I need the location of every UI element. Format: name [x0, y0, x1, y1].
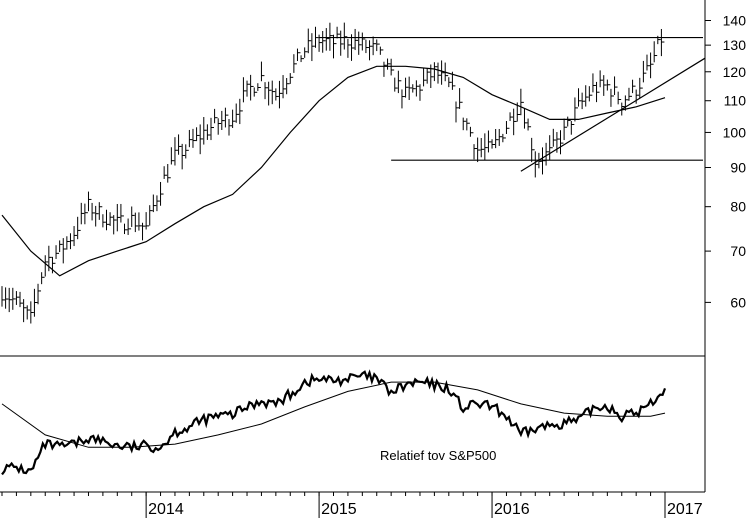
- relative-strength-annotation: Relatief tov S&P500: [380, 448, 496, 463]
- y-tick-label: 70: [730, 243, 746, 259]
- y-tick-label: 60: [730, 294, 746, 310]
- relative-strength-series: [1, 369, 667, 476]
- y-tick-label: 120: [723, 64, 747, 80]
- x-tick-label: 2016: [494, 501, 530, 518]
- price-moving-average: [1, 65, 666, 277]
- y-axis-ticks: 60 70 80 90 100 110 120 130 140: [705, 12, 746, 310]
- x-tick-label: 2014: [148, 501, 184, 518]
- y-tick-label: 90: [730, 159, 746, 175]
- x-axis-ticks: 2014 2015 2016 2017: [1, 492, 703, 518]
- y-tick-label: 140: [723, 12, 747, 28]
- relative-strength-average-line: [1, 381, 666, 448]
- trendline-line: [520, 57, 706, 172]
- ohlc-bars: [1, 22, 665, 324]
- y-tick-label: 110: [724, 93, 747, 109]
- support-resistance-lines: [319, 36, 706, 172]
- x-tick-label: 2017: [667, 501, 703, 518]
- y-tick-label: 80: [730, 199, 746, 215]
- x-tick-label: 2015: [321, 501, 357, 518]
- y-tick-label: 130: [723, 37, 747, 53]
- moving-average-line: [1, 65, 666, 277]
- y-tick-label: 100: [723, 124, 747, 140]
